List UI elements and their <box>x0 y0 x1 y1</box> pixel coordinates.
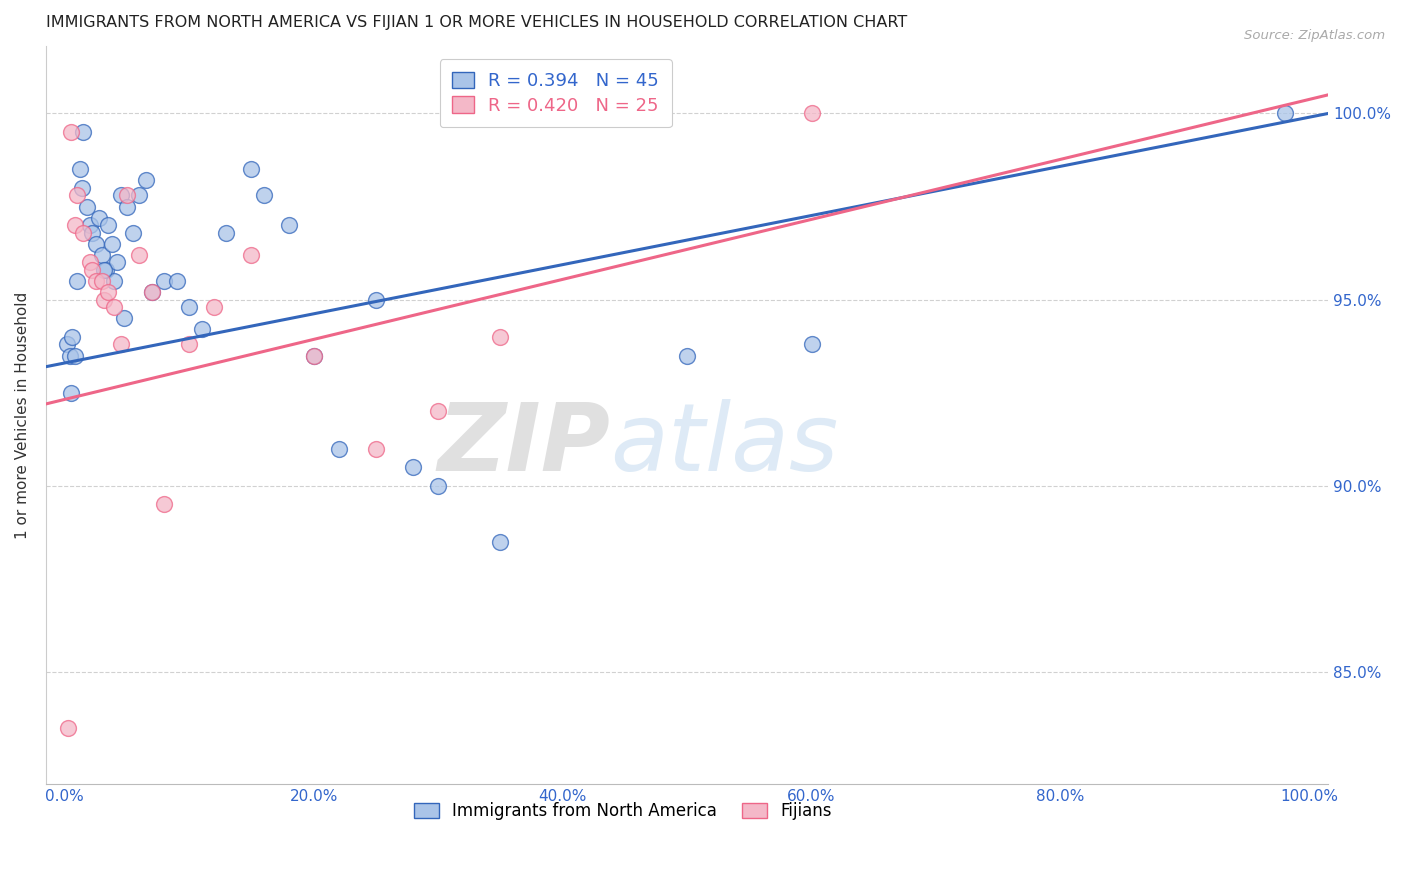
Point <box>253 188 276 202</box>
Point <box>128 188 150 202</box>
Point <box>79 255 101 269</box>
Point <box>202 300 225 314</box>
Point <box>800 106 823 120</box>
Point <box>676 349 699 363</box>
Point <box>84 236 107 251</box>
Point <box>122 226 145 240</box>
Point <box>153 274 176 288</box>
Point <box>60 330 83 344</box>
Point <box>141 285 163 300</box>
Point <box>72 125 94 139</box>
Point <box>364 293 387 307</box>
Point <box>66 188 89 202</box>
Point <box>427 404 450 418</box>
Point <box>94 263 117 277</box>
Text: ZIP: ZIP <box>437 399 610 491</box>
Point <box>489 534 512 549</box>
Point <box>101 236 124 251</box>
Point <box>240 248 263 262</box>
Point <box>166 274 188 288</box>
Point <box>59 125 82 139</box>
Point <box>70 181 93 195</box>
Point <box>91 248 114 262</box>
Point <box>190 322 212 336</box>
Point <box>427 479 450 493</box>
Point <box>115 188 138 202</box>
Point <box>179 300 201 314</box>
Point <box>80 263 103 277</box>
Y-axis label: 1 or more Vehicles in Household: 1 or more Vehicles in Household <box>15 292 30 539</box>
Point <box>105 255 128 269</box>
Point <box>103 300 125 314</box>
Text: IMMIGRANTS FROM NORTH AMERICA VS FIJIAN 1 OR MORE VEHICLES IN HOUSEHOLD CORRELAT: IMMIGRANTS FROM NORTH AMERICA VS FIJIAN … <box>46 15 907 30</box>
Point <box>80 226 103 240</box>
Point <box>63 349 86 363</box>
Point <box>97 285 120 300</box>
Point <box>153 498 176 512</box>
Point <box>128 248 150 262</box>
Point <box>79 218 101 232</box>
Point <box>115 200 138 214</box>
Point <box>800 337 823 351</box>
Point <box>1274 106 1296 120</box>
Point <box>364 442 387 456</box>
Text: atlas: atlas <box>610 399 838 490</box>
Point <box>76 200 98 214</box>
Point <box>66 274 89 288</box>
Point <box>215 226 238 240</box>
Point <box>91 274 114 288</box>
Point <box>97 218 120 232</box>
Point <box>402 460 425 475</box>
Point <box>141 285 163 300</box>
Point <box>72 226 94 240</box>
Point <box>277 218 299 232</box>
Point <box>135 173 157 187</box>
Point <box>302 349 325 363</box>
Point <box>240 162 263 177</box>
Legend: Immigrants from North America, Fijians: Immigrants from North America, Fijians <box>408 796 838 827</box>
Point <box>302 349 325 363</box>
Point <box>93 263 115 277</box>
Point <box>110 337 132 351</box>
Point <box>59 349 82 363</box>
Point <box>110 188 132 202</box>
Point <box>84 274 107 288</box>
Point <box>58 721 80 735</box>
Point <box>69 162 91 177</box>
Point <box>112 311 135 326</box>
Point <box>59 385 82 400</box>
Point <box>179 337 201 351</box>
Point <box>489 330 512 344</box>
Point <box>63 218 86 232</box>
Point <box>93 293 115 307</box>
Point <box>56 337 79 351</box>
Point <box>103 274 125 288</box>
Text: Source: ZipAtlas.com: Source: ZipAtlas.com <box>1244 29 1385 42</box>
Point <box>89 211 111 225</box>
Point <box>328 442 350 456</box>
